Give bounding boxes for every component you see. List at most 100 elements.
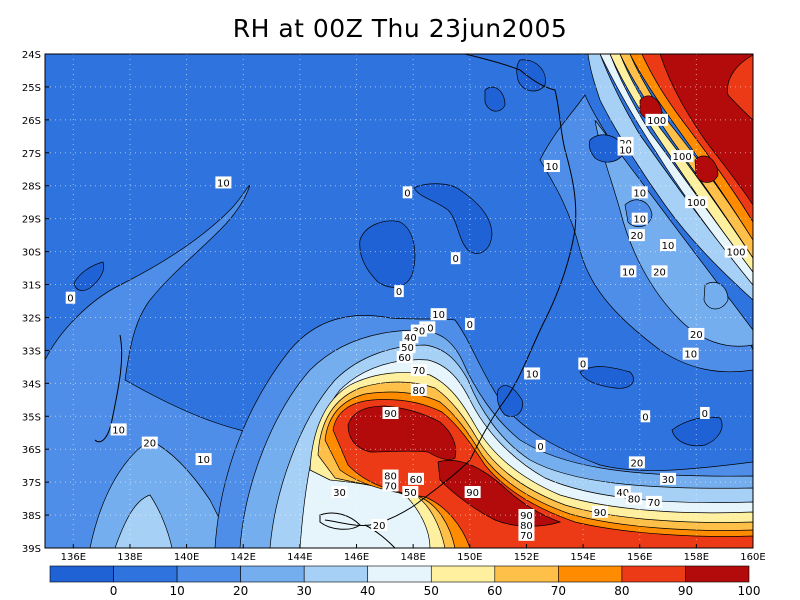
y-tick-label: 25S xyxy=(22,83,41,94)
colorbar-label: 80 xyxy=(614,584,629,598)
rh-region-20-30-ne-patch xyxy=(703,281,729,310)
contour-label: 0 xyxy=(65,291,76,305)
svg-text:10: 10 xyxy=(217,178,230,189)
svg-text:10: 10 xyxy=(622,267,635,278)
y-tick-label: 29S xyxy=(22,215,41,226)
colorbar-swatch xyxy=(113,565,178,583)
contour-label: 20 xyxy=(651,265,668,278)
west-coast-fragment xyxy=(94,334,123,443)
contour-label: 90 xyxy=(464,486,481,499)
svg-text:30: 30 xyxy=(333,488,346,499)
svg-text:0: 0 xyxy=(642,412,648,423)
contour-label: 90 xyxy=(518,509,535,522)
contour-label: 10 xyxy=(682,347,699,361)
svg-text:60: 60 xyxy=(398,353,411,364)
contour-label: 10 xyxy=(543,159,560,173)
x-tick-label: 154E xyxy=(570,552,595,563)
svg-text:100: 100 xyxy=(647,116,666,127)
svg-text:70: 70 xyxy=(520,531,533,542)
y-tick-label: 30S xyxy=(22,248,41,259)
contour-label: 30 xyxy=(660,472,677,486)
svg-text:30: 30 xyxy=(662,475,675,486)
colorbar-swatch xyxy=(49,565,114,583)
svg-text:50: 50 xyxy=(401,343,414,354)
svg-text:10: 10 xyxy=(619,146,632,157)
rh-region-90-100-ne xyxy=(659,54,753,206)
rh-region-90-100-ne-patch-b xyxy=(694,155,719,183)
contour-label: 0 xyxy=(640,410,651,423)
y-tick-label: 33S xyxy=(22,346,41,357)
y-tick-label: 39S xyxy=(22,544,41,555)
y-tick-label: 36S xyxy=(22,445,41,456)
y-tick-label: 37S xyxy=(22,478,41,489)
svg-text:80: 80 xyxy=(520,521,533,532)
svg-text:0: 0 xyxy=(396,287,402,298)
y-tick-label: 28S xyxy=(22,182,41,193)
contour-label: 60 xyxy=(396,350,413,364)
contour-label: 0 xyxy=(700,406,710,420)
contour-label: 70 xyxy=(518,528,535,542)
y-tick-label: 27S xyxy=(22,149,41,160)
y-tick-label: 34S xyxy=(22,379,41,390)
colorbar-swatch xyxy=(176,565,241,583)
rh-region-0-10-blob-c xyxy=(73,261,105,291)
x-tick-label: 152E xyxy=(514,552,539,563)
rh-region-90-100-central xyxy=(347,405,457,460)
svg-text:0: 0 xyxy=(702,409,708,420)
contour-label: 30 xyxy=(331,486,348,499)
chart-title: RH at 00Z Thu 23jun2005 xyxy=(232,14,568,43)
svg-text:10: 10 xyxy=(112,425,125,436)
colorbar-swatch xyxy=(494,565,559,583)
contour-label: 80 xyxy=(410,383,427,397)
contour-label: 20 xyxy=(141,436,158,450)
colorbar-label: 60 xyxy=(487,584,502,598)
svg-text:20: 20 xyxy=(631,231,644,242)
y-tick-label: 38S xyxy=(22,511,41,522)
rh-region-30-40-ne xyxy=(587,54,753,301)
svg-text:40: 40 xyxy=(404,333,417,344)
colorbar: 0 10 20 30 40 50 60 70 80 90 100 xyxy=(49,565,761,598)
contour-label: 20 xyxy=(688,327,705,341)
colorbar-swatch xyxy=(558,565,623,583)
contour-label: 90 xyxy=(382,406,399,420)
y-tick-label: 26S xyxy=(22,116,41,127)
y-tick-label: 31S xyxy=(22,281,41,292)
contour-label: 70 xyxy=(382,479,399,492)
contour-label: 100 xyxy=(670,150,694,163)
colorbar-swatch xyxy=(303,565,369,583)
y-tick-label: 35S xyxy=(22,412,41,423)
svg-text:0: 0 xyxy=(537,442,543,453)
contour-label: 70 xyxy=(410,364,427,377)
x-tick-label: 144E xyxy=(287,552,312,563)
svg-text:0: 0 xyxy=(404,188,410,199)
rh-region-30-40-sw xyxy=(114,494,173,548)
colorbar-label: 100 xyxy=(738,584,761,598)
contour-label: 100 xyxy=(685,196,708,209)
contour-label: 10 xyxy=(215,176,232,189)
svg-text:80: 80 xyxy=(384,472,397,483)
svg-text:20: 20 xyxy=(690,330,703,341)
svg-text:10: 10 xyxy=(197,455,210,466)
y-tick-label: 24S xyxy=(22,50,41,61)
svg-text:0: 0 xyxy=(452,254,458,265)
svg-text:80: 80 xyxy=(628,495,641,506)
contour-label: 10 xyxy=(195,453,212,466)
svg-text:70: 70 xyxy=(412,366,425,377)
rh-region-0-10-blob-e xyxy=(671,416,723,447)
svg-text:70: 70 xyxy=(648,498,661,509)
contour-label: 20 xyxy=(371,518,388,532)
colorbar-swatch xyxy=(685,565,750,583)
svg-text:40: 40 xyxy=(616,488,629,499)
contour-label: 100 xyxy=(724,245,748,259)
colorbar-label: 10 xyxy=(169,584,184,598)
svg-text:20: 20 xyxy=(373,521,386,532)
contour-label: 0 xyxy=(450,252,461,265)
rh-region-90-100-ne-patch-a xyxy=(639,95,663,120)
svg-text:10: 10 xyxy=(526,369,539,380)
svg-text:20: 20 xyxy=(653,267,666,278)
svg-text:60: 60 xyxy=(410,475,423,486)
contour-label: 20 xyxy=(628,456,645,469)
x-tick-label: 156E xyxy=(627,552,652,563)
rh-region-0-10-blob-h xyxy=(484,86,506,112)
